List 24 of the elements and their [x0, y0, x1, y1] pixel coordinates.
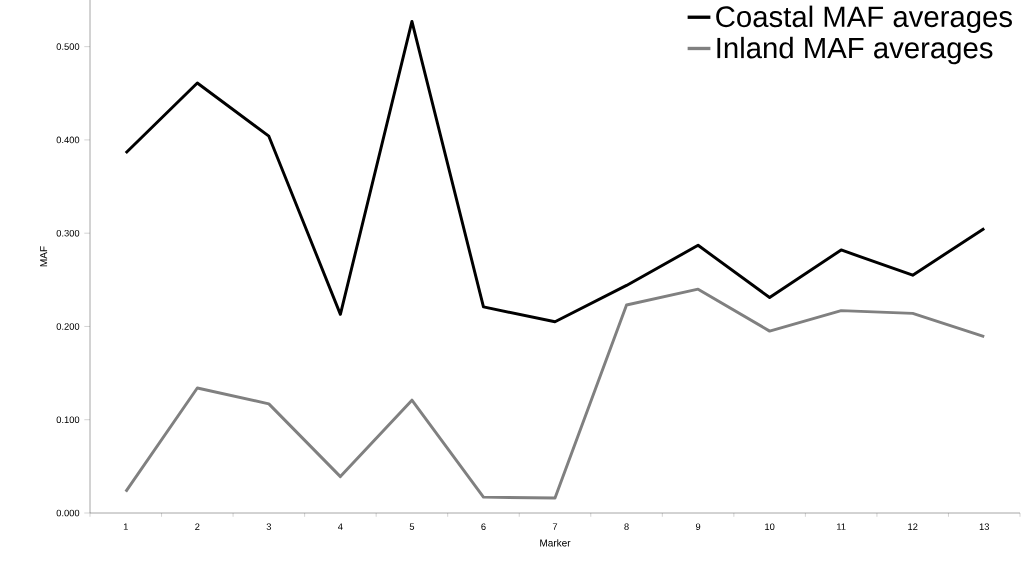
x-tick-label: 2: [195, 523, 200, 530]
x-tick-label: 4: [338, 523, 343, 530]
y-tick-label: 0.000: [56, 509, 80, 517]
y-tick-label: 0.100: [56, 416, 80, 424]
y-tick-label: 0.400: [56, 136, 80, 144]
legend-label: Inland MAF averages: [717, 36, 993, 65]
x-tick-label: 7: [552, 523, 558, 530]
x-tick-label: 8: [624, 523, 629, 530]
y-axis-title: MAF: [40, 246, 48, 267]
y-tick-label: 0.300: [56, 229, 80, 237]
x-tick-label: 3: [266, 523, 272, 530]
x-tick-label: 6: [481, 523, 486, 530]
x-tick-label: 13: [979, 523, 990, 530]
x-tick-label: 11: [837, 523, 846, 530]
x-tick-label: 1: [123, 523, 128, 530]
y-tick-label: 0.200: [56, 323, 80, 330]
x-tick-label: 12: [908, 523, 918, 530]
x-tick-label: 10: [765, 523, 775, 530]
x-tick-label: 5: [409, 523, 415, 530]
x-tick-label: 9: [695, 523, 701, 530]
y-tick-label: 0.500: [56, 43, 80, 50]
line-series: [124, 287, 986, 500]
x-axis-title: Marker: [540, 539, 571, 547]
legend-label: Coastal MAF averages: [716, 5, 1012, 33]
